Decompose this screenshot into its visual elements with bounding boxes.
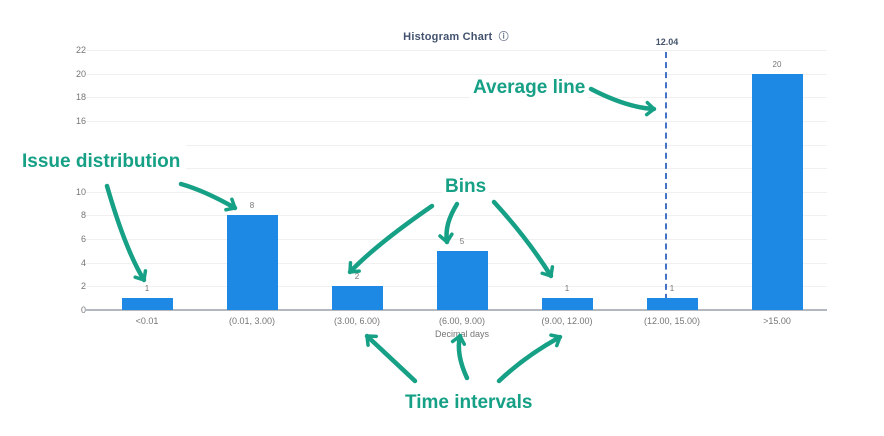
chart-title-text: Histogram Chart [403, 31, 493, 43]
annotation-time-intervals: Time intervals [402, 391, 536, 416]
y-axis-tick-label: 10 [75, 186, 86, 197]
histogram-bar[interactable] [541, 298, 593, 310]
histogram-bar[interactable] [226, 215, 278, 310]
bar-value-label: 1 [144, 284, 150, 293]
y-axis-tick-label: 2 [80, 281, 86, 292]
y-gridline [85, 50, 827, 51]
y-axis-tick-label: 16 [75, 115, 86, 126]
annotation-bins: Bins [442, 175, 490, 200]
y-gridline [85, 144, 827, 146]
bar-value-label: 5 [459, 237, 465, 246]
x-axis-tick-label: (6.00, 9.00) [438, 316, 486, 326]
annotation-issue-distribution: Issue distribution [16, 138, 187, 177]
x-axis-title: Decimal days [434, 329, 490, 339]
y-gridline [85, 120, 827, 122]
y-gridline [85, 97, 827, 99]
arrow-issue-to-bar1 [104, 183, 148, 283]
x-axis-tick-label: (12.00, 15.00) [643, 316, 701, 326]
x-axis-tick-label: >15.00 [763, 316, 791, 326]
y-axis-tick-label: 0 [80, 305, 86, 315]
chart-title: Histogram Chart ⓘ [85, 28, 827, 43]
y-axis-tick-label: 20 [75, 68, 86, 79]
histogram-bar[interactable] [646, 298, 698, 310]
average-value-label: 12.04 [655, 37, 679, 47]
y-axis-tick-label: 6 [80, 234, 86, 245]
info-icon[interactable]: ⓘ [498, 32, 509, 43]
x-axis-line [85, 309, 827, 311]
average-line [665, 52, 667, 310]
y-gridline [85, 215, 827, 217]
y-gridline [85, 168, 827, 170]
arrow-time-left [364, 333, 418, 384]
bar-value-label: 2 [354, 272, 360, 281]
y-gridline [85, 73, 827, 75]
x-axis-tick-label: (3.00, 6.00) [333, 316, 381, 326]
x-axis-tick-label: (9.00, 12.00) [541, 316, 593, 326]
annotation-average-line: Average line [470, 76, 589, 101]
bar-value-label: 8 [249, 201, 255, 210]
x-axis-tick-label: <0.01 [135, 316, 159, 326]
bar-value-label: 1 [669, 284, 675, 293]
arrow-time-right [496, 333, 563, 384]
histogram-bar[interactable] [436, 251, 488, 310]
arrow-average-line [588, 86, 657, 117]
y-axis-tick-label: 18 [75, 92, 86, 103]
bar-value-label: 1 [564, 284, 570, 293]
bar-value-label: 20 [772, 60, 782, 69]
arrow-time-middle [450, 333, 470, 381]
histogram-bar[interactable] [751, 74, 803, 310]
y-axis-tick-label: 8 [80, 210, 86, 221]
y-axis-tick-label: 22 [75, 45, 86, 55]
x-axis-tick-label: (0.01, 3.00) [228, 316, 276, 326]
histogram-bar[interactable] [331, 286, 383, 310]
y-axis-tick-label: 4 [80, 257, 86, 268]
histogram-bar[interactable] [121, 298, 173, 310]
